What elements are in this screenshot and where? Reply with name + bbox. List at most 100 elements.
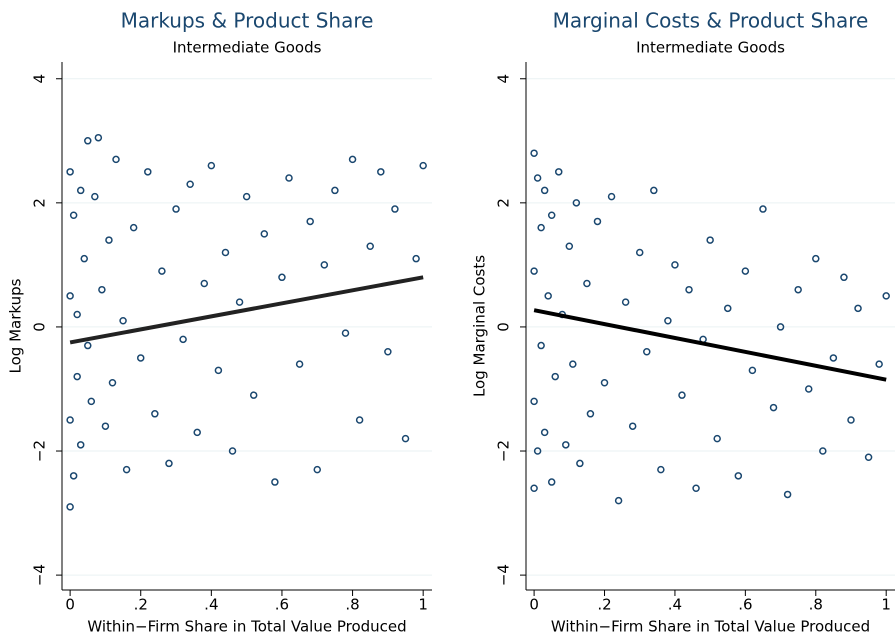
scatter-point	[829, 354, 838, 362]
x-tick-label: .2	[597, 596, 611, 614]
scatter-point	[285, 174, 293, 182]
scatter-point	[635, 248, 644, 257]
scatter-point	[540, 428, 549, 437]
scatter-point	[875, 360, 883, 368]
y-tick-label: 0	[31, 322, 49, 332]
scatter-point	[80, 254, 88, 263]
scatter-point	[685, 285, 693, 294]
scatter-point	[741, 267, 750, 275]
scatter-point	[94, 133, 103, 142]
scatter-point	[179, 335, 187, 344]
scatter-point	[69, 472, 78, 480]
scatter-point	[562, 441, 570, 449]
scatter-point	[348, 155, 357, 164]
x-tick-label: .4	[668, 596, 682, 614]
x-tick-label: .8	[809, 596, 823, 614]
chart-subtitle: Intermediate Goods	[173, 39, 322, 57]
scatter-point	[66, 168, 74, 176]
y-tick-label: −2	[495, 440, 513, 462]
scatter-point	[593, 217, 602, 226]
scatter-point	[186, 180, 194, 188]
scatter-point	[664, 316, 672, 325]
scatter-point	[249, 391, 258, 399]
scatter-point	[533, 174, 542, 182]
x-tick-label: .8	[345, 596, 359, 614]
scatter-point	[151, 410, 159, 418]
scatter-point	[331, 186, 339, 195]
scatter-point	[812, 254, 820, 263]
scatter-point	[84, 137, 92, 145]
scatter-point	[76, 441, 85, 449]
scatter-point	[864, 453, 873, 461]
scatter-point	[91, 192, 99, 201]
scatter-point	[260, 230, 269, 238]
x-tick-label: .4	[204, 596, 218, 614]
y-tick-label: −4	[495, 564, 513, 586]
scatter-point	[554, 168, 563, 176]
scatter-point	[530, 484, 538, 492]
scatter-point	[734, 472, 743, 480]
scatter-point	[643, 347, 651, 356]
scatter-point	[144, 168, 152, 176]
scatter-point	[228, 447, 237, 455]
scatter-point	[129, 223, 138, 232]
scatter-point	[108, 379, 117, 387]
scatter-point	[200, 279, 209, 288]
scatter-point	[759, 205, 767, 213]
scatter-point	[840, 273, 848, 282]
scatter-point	[530, 149, 538, 157]
scatter-point	[544, 292, 552, 300]
scatter-point	[313, 465, 322, 474]
scatter-point	[87, 397, 96, 406]
x-axis-label: Within−Firm Share in Total Value Produce…	[87, 618, 406, 636]
scatter-point	[819, 447, 827, 455]
scatter-point	[783, 490, 792, 499]
panel: Marginal Costs & Product Share Intermedia…	[471, 9, 895, 636]
chart-title: Markups & Product Share	[121, 9, 374, 33]
y-axis-label: Log Marginal Costs	[471, 255, 489, 397]
scatter-point	[530, 397, 538, 406]
scatter-point	[748, 366, 757, 375]
x-tick-label: 0	[529, 596, 539, 614]
scatter-point	[713, 434, 721, 443]
scatter-point	[66, 503, 74, 511]
scatter-point	[565, 242, 574, 251]
scatter-point	[377, 168, 385, 176]
scatter-point	[271, 478, 279, 486]
scatter-point	[537, 341, 545, 350]
scatter-point	[412, 254, 420, 263]
scatter-point	[69, 211, 78, 220]
scatter-point	[105, 236, 113, 244]
scatter-point	[73, 372, 81, 381]
scatter-point	[551, 372, 559, 381]
scatter-point	[607, 192, 616, 201]
panel: Markups & Product Share Intermediate Good…	[7, 9, 432, 636]
scatter-point	[207, 161, 216, 170]
scatter-point	[794, 285, 802, 294]
scatter-point	[98, 285, 106, 294]
scatter-point	[391, 205, 399, 213]
scatter-point	[193, 428, 201, 437]
x-tick-label: 0	[65, 596, 75, 614]
scatter-point	[572, 199, 581, 207]
scatter-point	[547, 478, 556, 486]
y-axis-label: Log Markups	[7, 278, 25, 373]
scatter-point	[119, 316, 127, 325]
scatter-point	[628, 422, 637, 430]
fit-line	[533, 308, 887, 382]
scatter-point	[214, 366, 223, 375]
x-tick-label: 1	[418, 596, 428, 614]
scatter-point	[847, 416, 855, 424]
scatter-point	[678, 391, 686, 399]
scatter-point	[537, 223, 545, 232]
scatter-point	[384, 347, 392, 356]
scatter-point	[776, 323, 785, 331]
scatter-point	[650, 186, 658, 195]
scatter-point	[804, 385, 813, 393]
scatter-point	[165, 459, 173, 468]
scatter-point	[76, 186, 85, 195]
scatter-point	[235, 298, 244, 306]
scatter-point	[101, 422, 110, 430]
x-axis-label: Within−Firm Share in Total Value Produce…	[551, 618, 870, 636]
